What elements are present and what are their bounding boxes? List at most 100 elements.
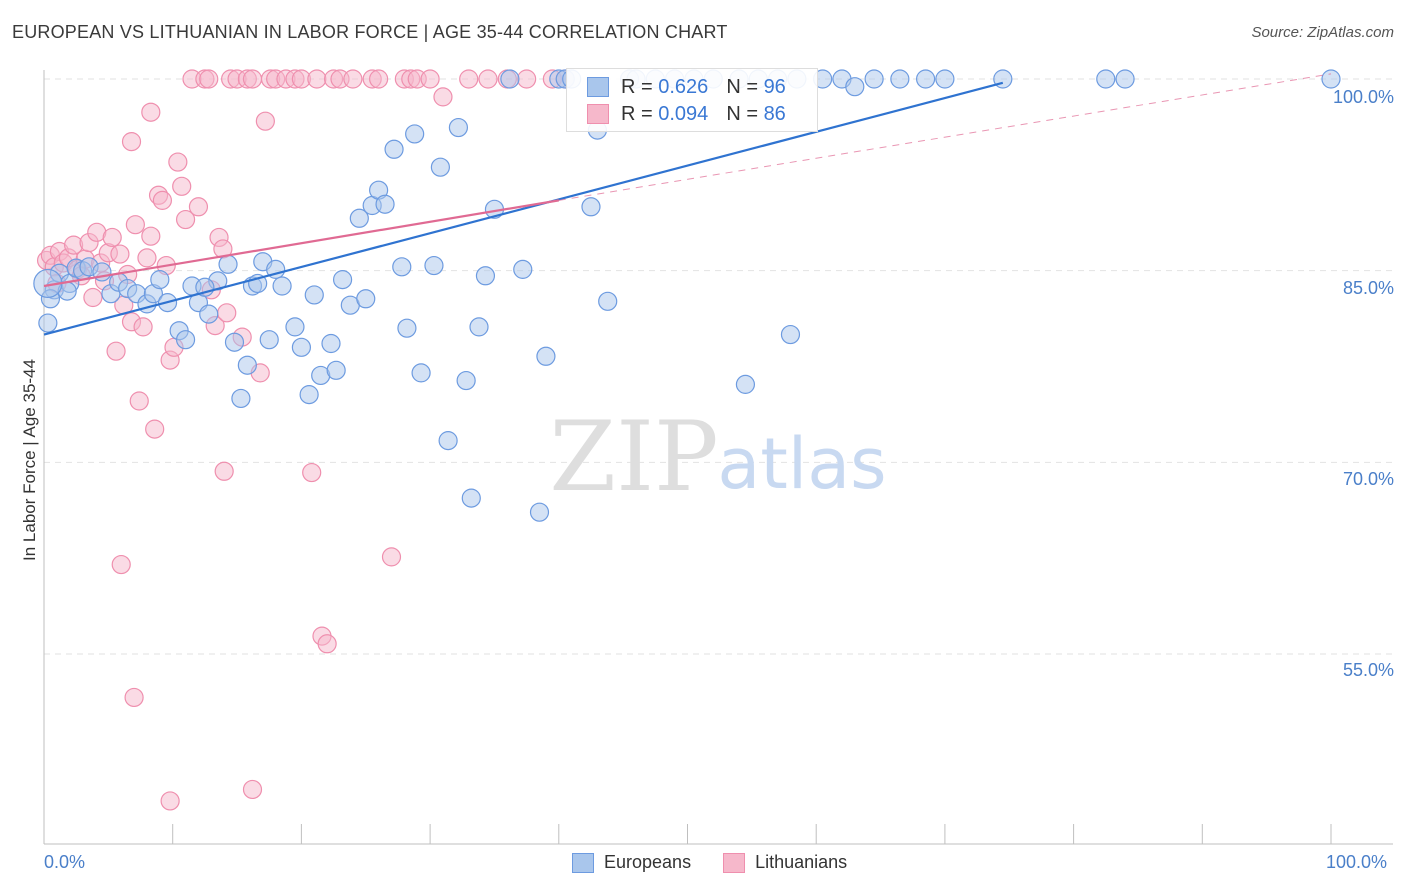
europeans-point: [915, 69, 936, 89]
lithuanians-point: [172, 176, 192, 196]
lithuanians-point: [369, 69, 389, 89]
lithuanians-point: [102, 227, 122, 248]
europeans-point: [581, 197, 601, 217]
stats-row-lithuanians: R = 0.094 N = 86: [587, 101, 786, 127]
europeans-point: [536, 346, 556, 366]
lithuanians-point: [420, 69, 440, 89]
lithuanians-point: [83, 287, 103, 308]
europeans-point: [150, 270, 170, 290]
lithuanians-point: [517, 69, 537, 89]
europeans-point: [299, 385, 319, 405]
lithuanians-point: [124, 687, 144, 708]
europeans-point: [349, 208, 369, 228]
europeans-point: [780, 324, 801, 345]
lithuanians-point: [302, 462, 322, 483]
lithuanians-point: [175, 209, 196, 230]
lithuanians-point: [121, 132, 142, 152]
r-label: R =: [621, 75, 653, 98]
europeans-point: [321, 333, 341, 354]
europeans-point: [529, 502, 550, 522]
legend-item-europeans[interactable]: Europeans: [572, 852, 691, 873]
europeans-point: [448, 117, 469, 138]
x-tick-label-100: 100.0%: [1326, 852, 1388, 872]
lithuanians-point: [141, 226, 161, 246]
legend-item-lithuanians[interactable]: Lithuanians: [723, 852, 847, 873]
europeans-point: [424, 255, 444, 276]
europeans-point: [1321, 69, 1341, 89]
lithuanians-point: [381, 547, 402, 567]
n-value-europeans: 96: [763, 75, 786, 98]
lithuanians-point: [160, 791, 180, 811]
y-tick-label-55: 55.0%: [1342, 660, 1394, 680]
source-credit: Source: ZipAtlas.com: [1251, 24, 1394, 41]
europeans-point: [475, 266, 496, 286]
lithuanians-point: [152, 190, 173, 210]
europeans-point: [332, 270, 353, 290]
europeans-point: [175, 330, 196, 350]
watermark: ZIP atlas: [549, 401, 886, 513]
europeans-point: [326, 360, 346, 380]
r-value-lithuanians: 0.094: [658, 102, 709, 125]
lithuanians-point: [168, 152, 188, 172]
lithuanians-points: [36, 69, 575, 811]
lithuanians-point: [242, 779, 263, 800]
lithuanians-trend-extension: [558, 73, 1332, 201]
lithuanians-swatch: [587, 104, 609, 124]
europeans-point: [461, 488, 481, 508]
europeans-point: [456, 370, 476, 391]
europeans-trend-line: [43, 81, 1004, 336]
y-tick-label-100: 100.0%: [1332, 87, 1394, 107]
lithuanians-point: [145, 419, 165, 439]
europeans-point: [735, 374, 756, 394]
europeans-point: [1115, 69, 1135, 89]
europeans-point: [397, 318, 417, 338]
europeans-point: [199, 304, 219, 324]
trend-lines: [43, 73, 1332, 336]
lithuanians-point: [242, 69, 263, 89]
europeans-point: [259, 330, 279, 350]
europeans-point: [218, 254, 238, 274]
axes: [43, 70, 1393, 845]
lithuanians-point: [255, 111, 275, 131]
europeans-point: [438, 431, 458, 451]
lithuanians-point: [111, 554, 131, 575]
europeans-point: [356, 289, 376, 309]
europeans-point: [598, 291, 618, 311]
europeans-point: [1096, 69, 1116, 89]
r-value-europeans: 0.626: [658, 75, 709, 98]
n-label: N =: [726, 102, 758, 125]
n-label: N =: [726, 75, 758, 98]
lithuanians-point: [129, 391, 149, 411]
lithuanians-point: [199, 69, 219, 89]
r-label: R =: [621, 102, 653, 125]
lithuanians-point: [141, 102, 161, 122]
legend-label-europeans: Europeans: [604, 852, 692, 872]
lithuanians-point: [478, 69, 498, 89]
lithuanians-point: [133, 317, 153, 337]
lithuanians-point: [137, 248, 157, 268]
legend-label-lithuanians: Lithuanians: [755, 852, 848, 872]
lithuanians-point: [106, 341, 126, 361]
europeans-point: [237, 355, 257, 375]
lithuanians-point: [307, 69, 327, 89]
lithuanians-point: [110, 244, 130, 264]
y-tick-label-70: 70.0%: [1342, 469, 1394, 489]
europeans-legend-swatch: [572, 852, 594, 873]
europeans-point: [513, 259, 533, 279]
n-value-lithuanians: 86: [763, 102, 786, 125]
lithuanians-point: [217, 303, 237, 323]
lithuanians-point: [343, 69, 363, 89]
europeans-point: [38, 313, 58, 333]
lithuanians-point: [317, 634, 337, 654]
x-tick-label-0: 0.0%: [44, 852, 86, 872]
europeans-point: [272, 276, 292, 296]
lithuanians-point: [125, 215, 145, 235]
watermark-atlas: atlas: [717, 423, 886, 505]
europeans-swatch: [587, 77, 609, 97]
lithuanians-trend-line: [43, 199, 559, 288]
europeans-point: [845, 77, 865, 97]
europeans-point: [890, 69, 910, 89]
europeans-point: [411, 363, 431, 383]
europeans-point: [224, 332, 245, 352]
